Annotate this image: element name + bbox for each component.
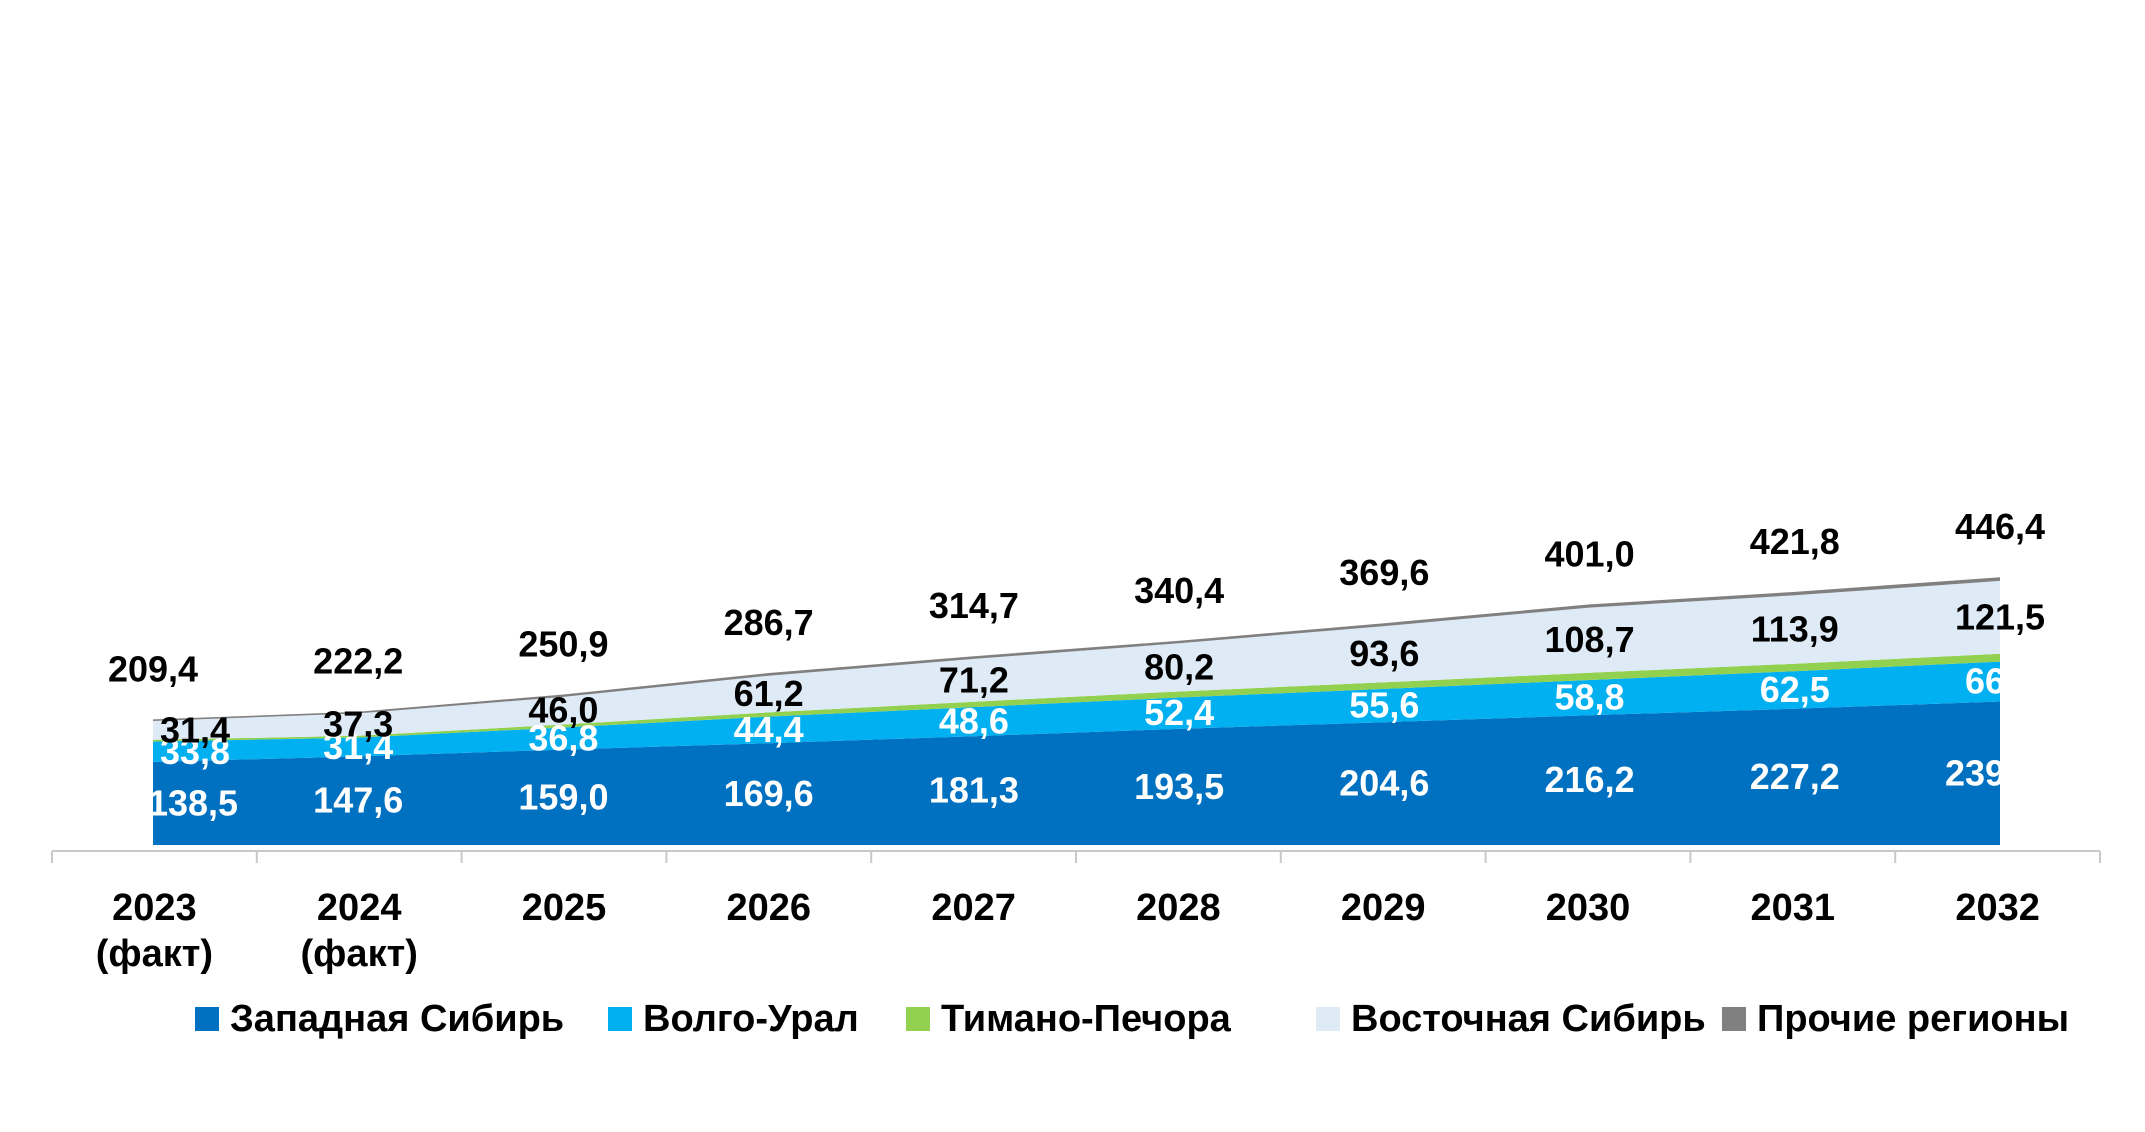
total-label: 250,9 [518, 623, 608, 664]
data-label: 204,6 [1339, 763, 1429, 804]
area-5 [153, 577, 2000, 721]
legend-swatch [608, 1007, 632, 1031]
data-label: 58,8 [1555, 677, 1625, 718]
area-2 [153, 661, 2000, 762]
legend-item: Прочие регионы [1722, 998, 2069, 1040]
data-label: 31,4 [160, 709, 230, 750]
legend-swatch [1316, 1007, 1340, 1031]
legend-swatch [906, 1007, 930, 1031]
legend-swatch [195, 1007, 219, 1031]
area-3 [153, 653, 2000, 742]
data-label: 33,8 [160, 731, 230, 772]
legend-label: Западная Сибирь [230, 998, 564, 1040]
data-label: 44,4 [734, 709, 804, 750]
data-label: 36,8 [528, 718, 598, 759]
data-label: 169,6 [724, 773, 814, 814]
x-tick-label: 2028 [1136, 887, 1221, 929]
data-label: 239,1 [1945, 752, 2035, 793]
x-tick-label: 2032 [1955, 887, 2040, 929]
legend-label: Прочие регионы [1757, 998, 2069, 1040]
data-label: 62,5 [1760, 669, 1830, 710]
x-axis: 2023 (факт) 2024 (факт) 2025 2026 2027 2028 2029… [51, 850, 2101, 975]
x-tick-label: 2023 (факт) [96, 887, 213, 975]
data-label: 138,5 [148, 782, 238, 823]
total-labels: 209,4 222,2 250,9 286,7 314,7 340,4 369,6 401,0… [108, 506, 2045, 689]
total-label: 222,2 [313, 641, 403, 682]
area-1 [153, 701, 2000, 845]
total-label: 314,7 [929, 585, 1019, 626]
x-tick-label: 2029 [1341, 887, 1426, 929]
data-label: 46,0 [528, 690, 598, 731]
total-label: 421,8 [1750, 521, 1840, 562]
data-label: 108,7 [1545, 619, 1635, 660]
legend-label: Волго-Урал [643, 998, 859, 1040]
data-label: 52,4 [1144, 692, 1214, 733]
data-label: 71,2 [939, 659, 1009, 700]
total-label: 401,0 [1545, 533, 1635, 574]
data-label: 121,5 [1955, 596, 2045, 637]
data-label: 31,4 [323, 726, 393, 767]
x-tick-label: 2024 (факт) [301, 887, 418, 975]
total-label: 340,4 [1134, 570, 1224, 611]
legend-label: Восточная Сибирь [1351, 998, 1706, 1040]
legend-label: Тимано-Печора [941, 998, 1232, 1040]
data-label: 93,6 [1349, 633, 1419, 674]
x-tick-label: 2027 [931, 887, 1016, 929]
data-label: 113,9 [1751, 609, 1839, 650]
data-label: 181,3 [929, 770, 1019, 811]
data-labels: 138,5 147,6 159,0 169,6 181,3 193,5 204,6 216,2… [148, 596, 2045, 823]
legend-item: Западная Сибирь [195, 998, 564, 1040]
legend: Западная Сибирь Волго-Урал Тимано-Печора Во… [195, 998, 2069, 1040]
data-label: 159,0 [518, 776, 608, 817]
total-label: 286,7 [724, 602, 814, 643]
data-label: 66,5 [1965, 661, 2035, 702]
total-label: 369,6 [1339, 552, 1429, 593]
data-label: 227,2 [1750, 756, 1840, 797]
data-label: 55,6 [1349, 685, 1419, 726]
legend-item: Волго-Урал [608, 998, 859, 1040]
data-label: 61,2 [734, 673, 804, 714]
x-tick-label: 2025 [522, 887, 607, 929]
legend-item: Тимано-Печора [906, 998, 1232, 1040]
legend-swatch [1722, 1007, 1746, 1031]
area-4 [153, 580, 2000, 740]
total-label: 209,4 [108, 648, 198, 689]
data-label: 147,6 [313, 780, 403, 821]
x-tick-label: 2026 [727, 887, 812, 929]
total-label: 446,4 [1955, 506, 2045, 547]
data-label: 48,6 [939, 701, 1009, 742]
data-label: 193,5 [1134, 766, 1224, 807]
data-label: 37,3 [323, 704, 393, 745]
area-layers [153, 577, 2000, 845]
legend-item: Восточная Сибирь [1316, 998, 1706, 1040]
x-tick-label: 2030 [1546, 887, 1631, 929]
x-tick-label: 2031 [1751, 887, 1836, 929]
data-label: 80,2 [1144, 646, 1214, 687]
data-label: 216,2 [1545, 759, 1635, 800]
